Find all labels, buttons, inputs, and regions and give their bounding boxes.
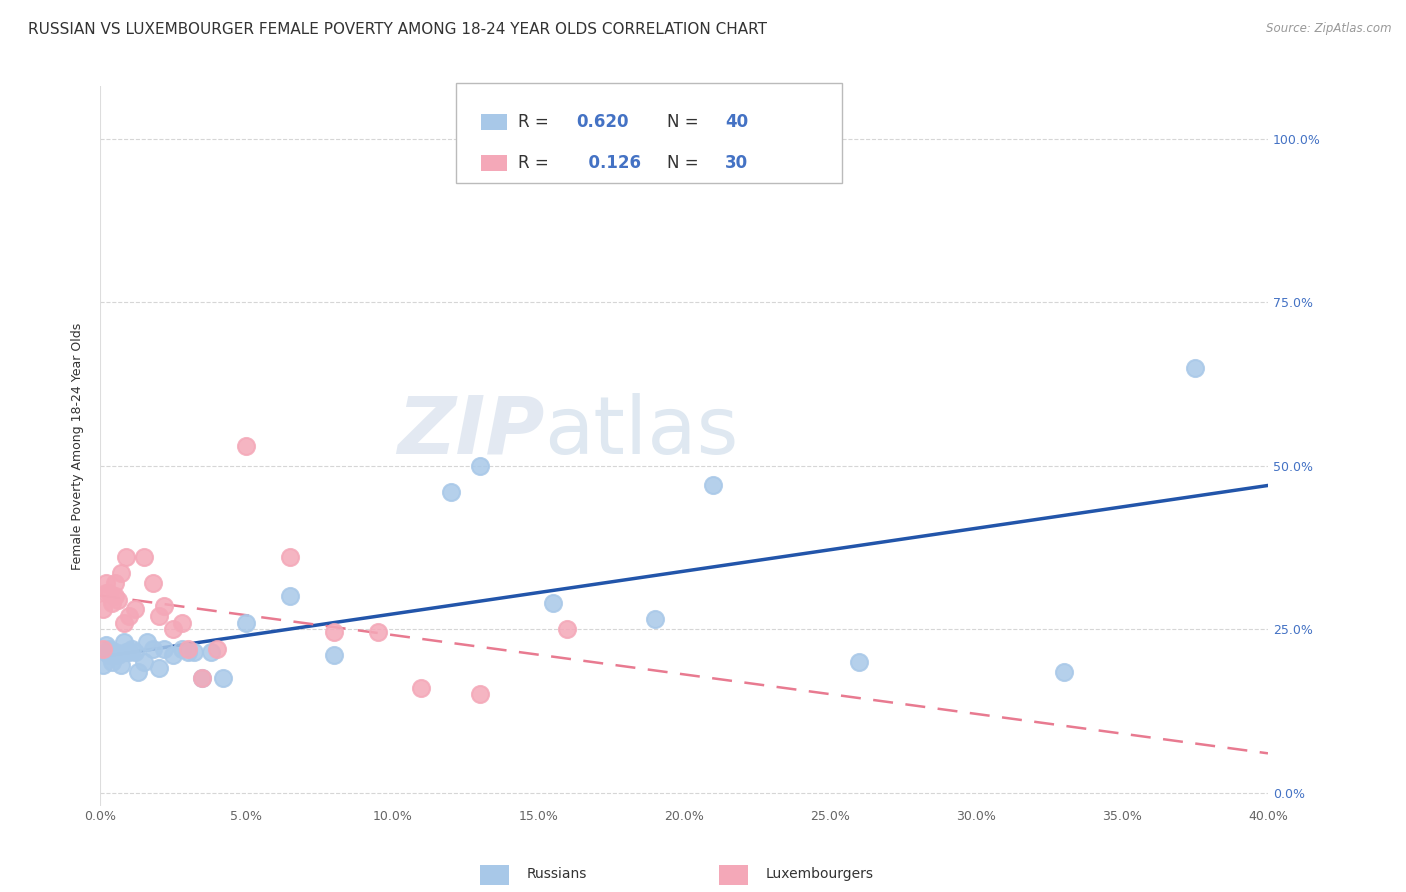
Point [98,648,121,663]
Point [91,658,114,673]
Point [183,645,205,659]
Point [101,645,124,659]
Point [153,599,176,614]
Point [555,622,578,636]
Point [278,550,301,565]
Point [170,641,193,656]
Point [104,590,127,604]
Point [322,625,344,640]
Point [104,576,127,591]
Text: atlas: atlas [544,392,738,471]
Point [235,439,257,453]
Text: 0.126: 0.126 [576,154,641,172]
Point [91,641,114,656]
Text: Luxembourgers: Luxembourgers [766,867,875,881]
Point [107,592,129,607]
Point [235,615,257,630]
Point [132,655,155,669]
Text: 30: 30 [725,154,748,172]
Point [142,576,165,591]
Point [127,665,149,679]
Point [541,596,564,610]
Point [94,586,117,600]
Point [148,609,170,624]
Point [211,671,233,685]
Point [91,602,114,616]
Text: 0.620: 0.620 [576,113,628,131]
Point [468,458,491,473]
Point [112,635,135,649]
Text: RUSSIAN VS LUXEMBOURGER FEMALE POVERTY AMONG 18-24 YEAR OLDS CORRELATION CHART: RUSSIAN VS LUXEMBOURGER FEMALE POVERTY A… [28,22,768,37]
Point [112,615,135,630]
Point [135,635,157,649]
Text: N =: N = [666,154,703,172]
Point [439,484,461,499]
Point [110,566,132,581]
Point [170,615,193,630]
Point [98,641,121,656]
Text: N =: N = [666,113,703,131]
Point [132,550,155,565]
Point [118,645,141,659]
Point [94,645,117,659]
Point [94,639,117,653]
Point [162,622,184,636]
Point [1184,360,1206,375]
Text: R =: R = [519,154,554,172]
Point [191,671,214,685]
Point [148,661,170,675]
Point [644,612,666,626]
Bar [479,864,509,885]
Text: ZIP: ZIP [396,392,544,471]
Bar [481,114,506,130]
Text: R =: R = [519,113,554,131]
Point [367,625,389,640]
Point [162,648,184,663]
Point [104,645,127,659]
Point [124,602,146,616]
Point [115,550,138,565]
Point [278,590,301,604]
Point [153,641,176,656]
Point [177,645,200,659]
Point [411,681,433,695]
Point [101,655,124,669]
Y-axis label: Female Poverty Among 18-24 Year Olds: Female Poverty Among 18-24 Year Olds [72,322,84,570]
Point [322,648,344,663]
Text: 40: 40 [725,113,748,131]
Point [1052,665,1074,679]
Point [98,586,121,600]
Point [107,648,129,663]
Bar [481,155,506,171]
Point [200,645,222,659]
Point [142,641,165,656]
Text: Source: ZipAtlas.com: Source: ZipAtlas.com [1267,22,1392,36]
Point [115,645,138,659]
Point [191,671,214,685]
Point [848,655,870,669]
Bar [718,864,748,885]
Point [104,648,127,663]
Point [101,596,124,610]
Point [124,645,146,659]
FancyBboxPatch shape [457,83,842,184]
Point [205,641,228,656]
Text: Russians: Russians [526,867,586,881]
Point [177,641,200,656]
Point [118,609,141,624]
Point [702,478,724,492]
Point [468,688,491,702]
Point [121,641,143,656]
Point [110,658,132,673]
Point [94,576,117,591]
